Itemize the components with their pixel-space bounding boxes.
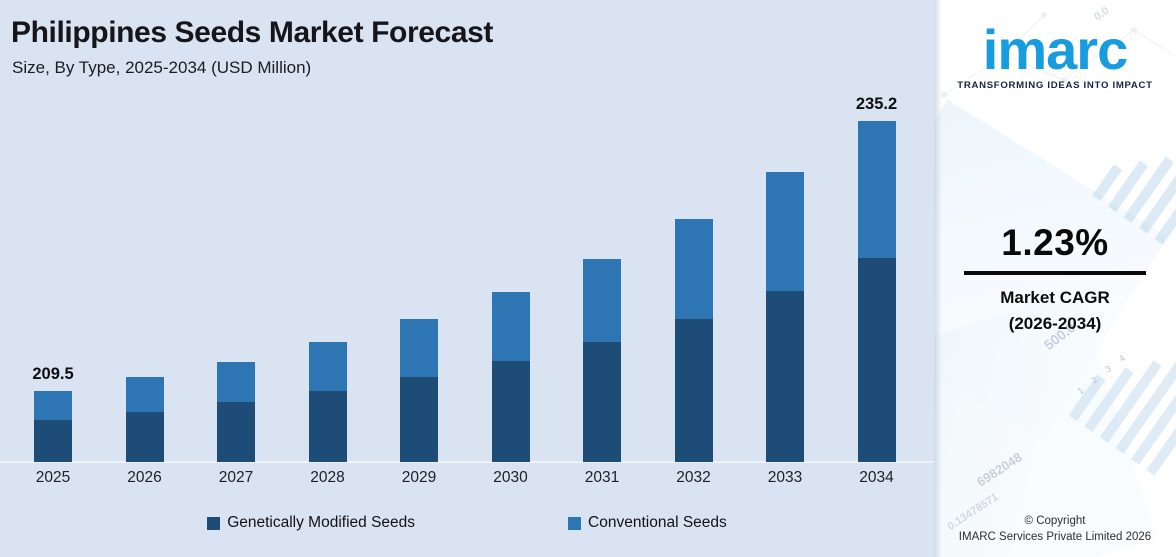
x-axis-label-2026: 2026 [127,469,162,486]
stacked-bar-2026 [125,377,164,462]
bar-segment-genetically-modified-seeds [491,361,530,462]
decor-number: 6982048 [973,449,1025,490]
x-axis-label-2027: 2027 [218,469,254,486]
x-axis-label-2025: 2025 [35,469,71,486]
decor-tick-numbers: 1 2 3 4 [1075,349,1131,397]
stacked-bar-2031 [583,259,621,462]
bar-segment-conventional-seeds [583,259,621,342]
x-axis-label-2031: 2031 [584,469,620,486]
legend-label: Genetically Modified Seeds [227,514,416,531]
bar-segment-genetically-modified-seeds [857,258,896,462]
stacked-bar-2029 [400,319,438,462]
cagr-years: (2026-2034) [1008,314,1102,333]
panel-divider [934,0,942,557]
bar-segment-genetically-modified-seeds [766,291,804,462]
bar-segment-conventional-seeds [125,377,164,412]
bar-segment-conventional-seeds [766,172,804,291]
bar-segment-conventional-seeds [308,342,347,391]
stacked-bar-2030 [491,292,530,462]
chart-subtitle: Size, By Type, 2025-2034 (USD Million) [12,58,312,77]
stacked-bar-2034 [857,121,896,462]
bar-segment-genetically-modified-seeds [308,391,347,462]
x-axis-label-2029: 2029 [401,469,437,486]
bar-segment-genetically-modified-seeds [217,402,255,462]
bar-value-label-2034: 235.2 [855,95,898,113]
bar-segment-genetically-modified-seeds [400,377,438,462]
bar-segment-conventional-seeds [857,121,896,258]
bar-segment-genetically-modified-seeds [125,412,164,462]
imarc-logo: imarc TRANSFORMING IDEAS INTO IMPACT [934,18,1176,92]
bar-segment-conventional-seeds [400,319,438,377]
x-axis-line [0,461,934,463]
cagr-block: 1.23% Market CAGR (2026-2034) [934,222,1176,337]
bar-value-label-2025: 209.5 [32,365,74,383]
x-axis-label-2028: 2028 [310,469,345,486]
legend: Genetically Modified Seeds Conventional S… [0,514,934,532]
legend-item: Genetically Modified Seeds [207,514,415,532]
legend-label: Conventional Seeds [588,514,727,531]
stacked-bar-2028 [308,342,347,462]
copyright-line2: IMARC Services Private Limited 2026 [958,531,1152,543]
bar-segment-conventional-seeds [674,219,713,319]
x-axis-label-2034: 2034 [859,469,894,486]
bar-segment-conventional-seeds [491,292,530,361]
stacked-bar-2025 [34,391,72,462]
bar-segment-genetically-modified-seeds [34,420,72,462]
chart-panel: Philippines Seeds Market Forecast Size, … [0,16,934,532]
legend-swatch [207,516,221,530]
stacked-bar-2032 [674,219,713,462]
copyright: © Copyright IMARC Services Private Limit… [934,513,1176,545]
cagr-label: Market CAGR [1000,288,1110,307]
bar-segment-genetically-modified-seeds [674,319,713,462]
legend-item: Conventional Seeds [568,514,727,532]
chart-title: Philippines Seeds Market Forecast [11,16,493,49]
legend-swatch [568,516,582,530]
bar-segment-conventional-seeds [34,391,72,420]
imarc-logo-tagline: TRANSFORMING IDEAS INTO IMPACT [957,80,1153,91]
x-axis-label-2033: 2033 [767,469,803,486]
bar-segment-genetically-modified-seeds [583,342,621,462]
cagr-value: 1.23% [1001,222,1109,263]
brand-sidebar: 0.0 500.0 1 2 3 4 6982048 0.13478571 ima… [934,0,1176,557]
x-axis-label-2032: 2032 [676,469,711,486]
x-axis-label-2030: 2030 [493,469,528,486]
imarc-logo-text: imarc [982,18,1128,81]
bar-segment-conventional-seeds [217,362,255,402]
stacked-bar-2027 [217,362,255,462]
stacked-bar-2033 [766,172,804,462]
cagr-underline [964,271,1146,275]
copyright-line1: © Copyright [1024,515,1086,527]
